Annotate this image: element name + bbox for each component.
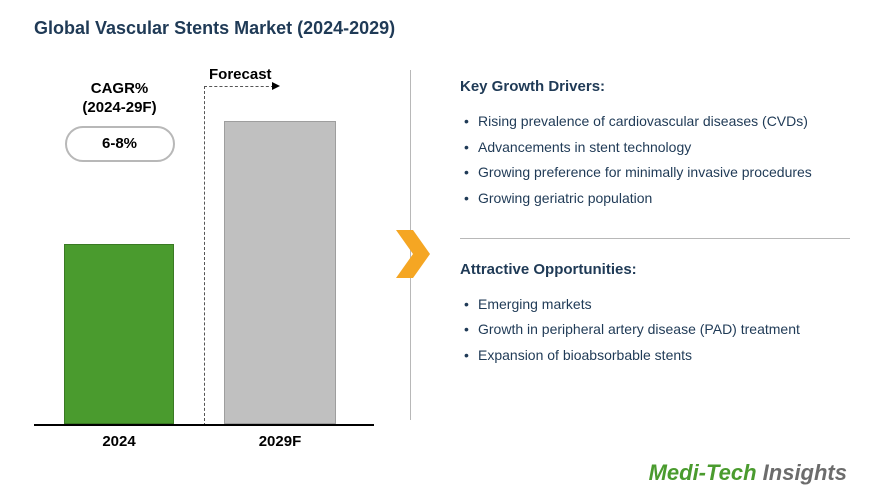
chevron-right-icon bbox=[396, 230, 430, 278]
horizontal-divider bbox=[460, 238, 850, 239]
bar-chart: CAGR% (2024-29F) 6-8% Forecast 2024 2029… bbox=[34, 70, 374, 450]
xaxis-label-2029f: 2029F bbox=[224, 433, 336, 450]
opportunities-title: Attractive Opportunities: bbox=[460, 261, 850, 278]
bar-2029f bbox=[224, 121, 336, 424]
brand-logo: Medi-Tech Insights bbox=[649, 460, 847, 486]
list-item: Expansion of bioabsorbable stents bbox=[460, 345, 850, 367]
list-item: Emerging markets bbox=[460, 294, 850, 316]
chart-plot-area bbox=[34, 86, 374, 426]
page-title: Global Vascular Stents Market (2024-2029… bbox=[34, 18, 395, 39]
xaxis-label-2024: 2024 bbox=[64, 433, 174, 450]
drivers-title: Key Growth Drivers: bbox=[460, 78, 850, 95]
drivers-list: Rising prevalence of cardiovascular dise… bbox=[460, 111, 850, 210]
right-panel: Key Growth Drivers: Rising prevalence of… bbox=[460, 78, 850, 395]
logo-part2: Insights bbox=[757, 460, 847, 485]
list-item: Growth in peripheral artery disease (PAD… bbox=[460, 319, 850, 341]
opportunities-list: Emerging markets Growth in peripheral art… bbox=[460, 294, 850, 367]
forecast-label: Forecast bbox=[209, 66, 272, 83]
list-item: Advancements in stent technology bbox=[460, 137, 850, 159]
list-item: Growing preference for minimally invasiv… bbox=[460, 162, 850, 184]
bar-2024 bbox=[64, 244, 174, 424]
list-item: Rising prevalence of cardiovascular dise… bbox=[460, 111, 850, 133]
list-item: Growing geriatric population bbox=[460, 188, 850, 210]
logo-part1: Medi-Tech bbox=[649, 460, 757, 485]
